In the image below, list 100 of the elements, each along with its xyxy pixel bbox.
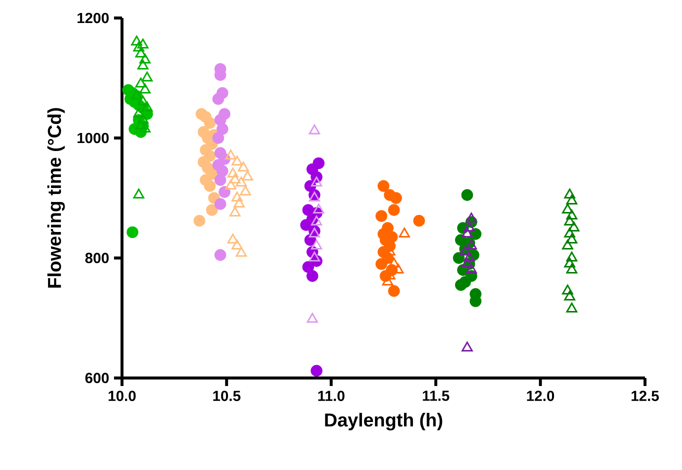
- point: [236, 246, 247, 257]
- x-tick-label: 12.0: [527, 390, 554, 402]
- point: [564, 290, 576, 301]
- point: [462, 258, 473, 268]
- point: [455, 279, 467, 291]
- point: [216, 123, 228, 135]
- point: [310, 364, 322, 377]
- point: [568, 222, 580, 232]
- point: [300, 219, 312, 231]
- point: [225, 150, 236, 160]
- point: [462, 228, 473, 238]
- point: [137, 114, 149, 124]
- point: [464, 252, 475, 262]
- point: [204, 117, 216, 129]
- point: [231, 156, 243, 166]
- point: [566, 194, 578, 205]
- point: [225, 180, 236, 190]
- x-tick-label: 10.0: [108, 390, 136, 402]
- point: [206, 204, 218, 216]
- point: [310, 176, 322, 187]
- point: [131, 36, 142, 46]
- point: [460, 246, 471, 256]
- point: [229, 174, 241, 184]
- point: [229, 206, 241, 217]
- point: [308, 252, 320, 262]
- point: [238, 162, 249, 172]
- point: [137, 60, 149, 70]
- point: [126, 226, 138, 238]
- point: [310, 240, 322, 250]
- point: [566, 302, 578, 313]
- point: [302, 261, 314, 273]
- point: [240, 186, 252, 196]
- point: [398, 228, 410, 238]
- point: [133, 42, 144, 52]
- point: [137, 96, 149, 106]
- point: [564, 216, 576, 226]
- point: [388, 204, 400, 216]
- point: [139, 84, 151, 94]
- point: [135, 48, 146, 58]
- point: [142, 72, 153, 82]
- x-tick-label: 11.5: [422, 390, 450, 401]
- point: [566, 264, 578, 274]
- point: [194, 214, 206, 227]
- point: [376, 210, 388, 222]
- point: [212, 132, 224, 144]
- point: [214, 198, 226, 210]
- x-axis-title: Daylength (h): [325, 412, 442, 430]
- point: [464, 222, 475, 232]
- point: [214, 114, 226, 126]
- point: [562, 204, 574, 214]
- point: [566, 234, 578, 244]
- point: [462, 342, 473, 352]
- point: [313, 204, 324, 214]
- y-tick-label: 1000: [78, 132, 109, 144]
- point: [308, 228, 320, 238]
- point: [214, 249, 226, 261]
- point: [231, 240, 243, 250]
- point: [242, 170, 254, 181]
- point: [388, 285, 400, 297]
- point: [566, 252, 578, 262]
- point: [236, 176, 247, 187]
- point: [310, 216, 322, 226]
- point: [306, 312, 318, 323]
- point: [133, 108, 144, 118]
- point: [390, 192, 402, 204]
- point: [234, 198, 245, 208]
- point: [461, 189, 474, 201]
- point: [308, 124, 320, 134]
- point: [133, 188, 144, 199]
- point: [204, 180, 216, 192]
- point: [231, 192, 243, 202]
- point: [376, 258, 388, 270]
- y-tick-label: 600: [85, 372, 109, 384]
- point: [218, 186, 230, 198]
- point: [135, 78, 146, 88]
- point: [135, 120, 146, 130]
- point: [562, 284, 574, 295]
- point: [142, 102, 153, 112]
- point: [137, 38, 149, 49]
- point: [227, 234, 238, 244]
- point: [227, 168, 238, 178]
- point: [308, 192, 320, 202]
- y-tick-label: 800: [85, 252, 109, 264]
- x-tick-label: 12.5: [632, 390, 659, 402]
- point: [452, 252, 465, 264]
- point: [562, 240, 574, 250]
- point: [566, 210, 578, 220]
- point: [466, 240, 477, 250]
- point: [378, 180, 390, 192]
- point: [139, 54, 151, 64]
- point: [466, 264, 477, 274]
- point: [413, 214, 425, 227]
- point: [306, 270, 318, 282]
- point: [139, 122, 151, 133]
- point: [564, 228, 576, 238]
- point: [564, 258, 576, 268]
- x-tick-label: 11.0: [318, 390, 344, 402]
- y-axis-title: Flowering time (°Cd): [47, 108, 65, 288]
- point: [212, 93, 224, 105]
- point: [466, 212, 477, 223]
